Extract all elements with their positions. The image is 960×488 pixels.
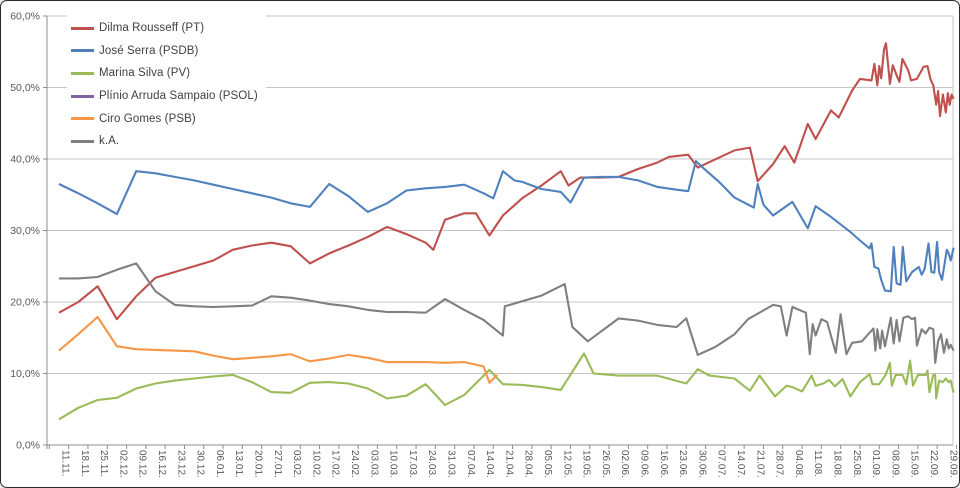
y-axis-label: 20,0% <box>10 297 40 309</box>
x-axis-label: 18.11. <box>79 450 90 477</box>
x-axis-label: 05.05. <box>542 450 553 478</box>
x-axis-label: 02.06. <box>619 450 630 478</box>
x-axis-label: 21.07. <box>754 450 765 478</box>
legend-item-2: José Serra (PSDB) <box>71 40 258 63</box>
x-axis-label: 24.02. <box>349 450 360 478</box>
x-axis-label: 04.08. <box>793 450 804 478</box>
x-axis-label: 01.09. <box>870 450 881 478</box>
y-axis-label: 40,0% <box>10 154 40 166</box>
legend-label: Ciro Gomes (PSB) <box>99 112 196 125</box>
x-axis-label: 16.06. <box>658 450 669 478</box>
legend-line-swatch <box>71 94 94 98</box>
legend-item-6: k.A. <box>71 130 258 153</box>
x-axis-label: 18.08. <box>832 450 843 478</box>
x-axis-label: 15.09. <box>909 450 920 478</box>
x-axis-label: 25.11. <box>98 450 109 477</box>
x-axis-label: 16.12. <box>156 450 167 478</box>
x-axis-label: 03.02. <box>291 450 302 478</box>
x-axis-label: 07.07. <box>716 450 727 478</box>
x-axis-label: 31.03. <box>446 450 457 478</box>
y-axis-label: 10,0% <box>10 368 40 380</box>
x-axis-label: 09.06. <box>639 450 650 478</box>
x-axis-label: 17.02. <box>330 450 341 478</box>
x-axis-label: 25.08. <box>851 450 862 478</box>
legend-line-swatch <box>71 117 94 121</box>
x-axis-label: 17.03. <box>407 450 418 478</box>
series-line-2 <box>58 160 955 293</box>
x-axis-label: 22.09. <box>928 450 939 478</box>
x-axis-label: 23.12. <box>175 450 186 478</box>
x-axis-label: 14.04. <box>484 450 495 478</box>
x-axis-label: 26.05. <box>600 450 611 478</box>
chart-legend: Dilma Rousseff (PT) José Serra (PSDB) Mari… <box>67 15 266 155</box>
legend-item-3: Marina Silva (PV) <box>71 62 258 85</box>
x-axis-label: 09.12. <box>137 450 148 478</box>
series-line-6 <box>59 262 955 364</box>
x-axis-label: 11.11. <box>60 450 71 476</box>
legend-label: José Serra (PSDB) <box>99 44 199 57</box>
legend-item-1: Dilma Rousseff (PT) <box>71 17 258 40</box>
x-axis-label: 10.02. <box>310 450 321 478</box>
x-axis-label: 27.01. <box>272 450 283 478</box>
legend-line-swatch <box>71 49 94 53</box>
legend-line-swatch <box>71 71 94 75</box>
series-line-3 <box>58 352 955 421</box>
series-line-5 <box>58 315 498 384</box>
x-axis-label: 14.07. <box>735 450 746 478</box>
x-axis-label: 11.08. <box>812 450 823 477</box>
legend-item-4: Plínio Arruda Sampaio (PSOL) <box>71 85 258 108</box>
y-axis-label: 60,0% <box>10 11 40 23</box>
x-axis-label: 12.05. <box>561 450 572 478</box>
legend-label: k.A. <box>99 135 120 148</box>
legend-item-5: Ciro Gomes (PSB) <box>71 107 258 130</box>
x-axis-label: 20.01. <box>253 450 264 478</box>
legend-label: Plínio Arruda Sampaio (PSOL) <box>99 90 258 103</box>
y-axis-label: 50,0% <box>10 82 40 94</box>
x-axis-label: 10.03. <box>388 450 399 478</box>
legend-line-swatch <box>71 26 94 30</box>
legend-label: Marina Silva (PV) <box>99 67 191 80</box>
x-axis-label: 21.04. <box>503 450 514 478</box>
y-axis-label: 0,0% <box>16 440 40 452</box>
x-axis-label: 19.05. <box>581 450 592 478</box>
x-axis-label: 24.03. <box>426 450 437 478</box>
legend-label: Dilma Rousseff (PT) <box>99 22 205 35</box>
x-axis-label: 28.04. <box>523 450 534 478</box>
x-axis-label: 06.01. <box>214 450 225 478</box>
x-axis-label: 02.12. <box>117 450 128 478</box>
x-axis-label: 13.01. <box>233 450 244 478</box>
y-axis-label: 30,0% <box>10 225 40 237</box>
x-axis-label: 03.03. <box>368 450 379 478</box>
legend-line-swatch <box>71 139 94 143</box>
series-line-1 <box>58 42 955 321</box>
x-axis-label: 23.06. <box>677 450 688 478</box>
x-axis-label: 28.07. <box>774 450 785 478</box>
x-axis-label: 08.09. <box>889 450 900 478</box>
x-axis-label: 30.12. <box>195 450 206 478</box>
x-axis-label: 07.04. <box>465 450 476 478</box>
x-axis-label: 30.06. <box>696 450 707 478</box>
x-axis-label: 29.09. <box>947 450 958 478</box>
